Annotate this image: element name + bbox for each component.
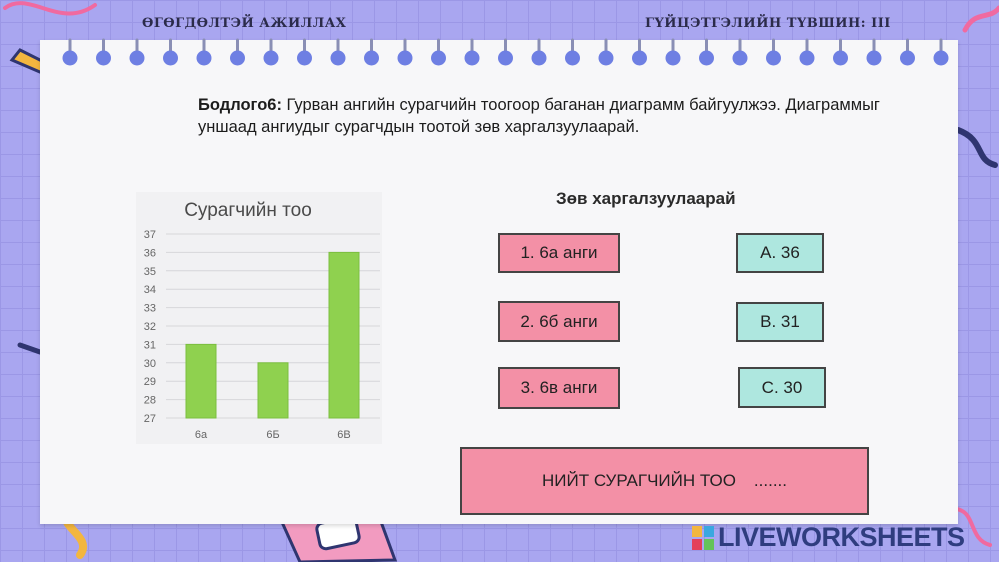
x-tick-label: 6В [337, 429, 350, 441]
spiral-ring [62, 38, 78, 66]
spiral-ring [263, 38, 279, 66]
spiral-ring [163, 38, 178, 66]
match-right-c[interactable]: C. 30 [738, 367, 826, 408]
spiral-ring [96, 38, 111, 66]
spiral-ring [330, 38, 346, 66]
y-tick-label: 36 [144, 247, 156, 259]
spiral-ring [565, 38, 580, 66]
spiral-ring [196, 38, 212, 66]
spiral-ring [531, 38, 547, 66]
spiral-rings [62, 38, 949, 66]
y-tick-label: 32 [144, 321, 156, 333]
spiral-ring [364, 38, 379, 66]
spiral-ring [933, 38, 949, 66]
spiral-ring [900, 38, 915, 66]
y-tick-label: 37 [144, 229, 156, 241]
spiral-ring [665, 38, 681, 66]
dash-left [17, 342, 43, 355]
spiral-ring [632, 38, 647, 66]
bar-1 [185, 343, 217, 419]
spiral-ring [129, 38, 145, 66]
y-tick-label: 29 [144, 376, 156, 388]
y-tick-label: 31 [144, 339, 156, 351]
brand-logo: LIVEWORKSHEETS [692, 522, 965, 553]
y-tick-label: 30 [144, 358, 156, 370]
brand-name: LIVEWORKSHEETS [718, 522, 965, 552]
problem-label: Бодлого6: [198, 96, 282, 114]
bar-chart: Сурагчийн тоо 37 36 35 34 33 32 31 30 29 28 27 6а 6Б… [136, 192, 382, 444]
spiral-ring [866, 38, 882, 66]
problem-statement: Бодлого6: Гурван ангийн сурагчийн тоогоо… [198, 94, 898, 138]
spiral-ring [598, 38, 614, 66]
y-tick-label: 34 [144, 284, 156, 296]
match-left-2[interactable]: 2. 6б анги [498, 301, 620, 342]
match-right-b[interactable]: B. 31 [736, 302, 824, 342]
spiral-ring [431, 38, 446, 66]
spiral-ring [699, 38, 714, 66]
x-tick-label: 6Б [266, 429, 279, 441]
y-tick-label: 33 [144, 303, 156, 315]
spiral-ring [766, 38, 781, 66]
spiral-ring [498, 38, 513, 66]
problem-text: Гурван ангийн сурагчийн тоогоор баганан … [198, 96, 880, 136]
spiral-ring [397, 38, 413, 66]
spiral-ring [464, 38, 480, 66]
spiral-ring [833, 38, 848, 66]
spiral-ring [799, 38, 815, 66]
bar-3 [328, 251, 360, 419]
squiggle-right [955, 127, 998, 168]
spiral-ring [230, 38, 245, 66]
bar-chart-svg: Сурагчийн тоо 37 36 35 34 33 32 31 30 29 28 27 6а 6Б… [136, 192, 382, 444]
ribbon-top-left [3, 1, 97, 16]
spiral-ring [297, 38, 312, 66]
y-tick-label: 27 [144, 413, 156, 425]
total-label: НИЙТ СУРАГЧИЙН ТОО [542, 471, 736, 490]
match-left-3[interactable]: 3. 6в анги [498, 367, 620, 409]
match-title: Зөв харгалзуулаарай [556, 189, 736, 208]
match-right-a[interactable]: A. 36 [736, 233, 824, 273]
y-tick-label: 28 [144, 395, 156, 407]
spiral-ring [732, 38, 748, 66]
match-left-1[interactable]: 1. 6а анги [498, 233, 620, 273]
header-title-left: ӨГӨГДӨЛТЭЙ АЖИЛЛАХ [142, 16, 347, 31]
y-tick-label: 35 [144, 266, 156, 278]
x-tick-label: 6а [195, 429, 208, 441]
header-title-right: ГҮЙЦЭТГЭЛИЙН ТҮВШИН: III [645, 16, 891, 31]
chart-title: Сурагчийн тоо [184, 200, 312, 221]
total-answer-field[interactable]: ....... [753, 471, 787, 490]
bar-2 [257, 362, 289, 419]
brand-badge-icon [692, 525, 714, 550]
ribbon-top-right [962, 5, 999, 33]
total-students-box: НИЙТ СУРАГЧИЙН ТОО ....... [460, 447, 869, 515]
